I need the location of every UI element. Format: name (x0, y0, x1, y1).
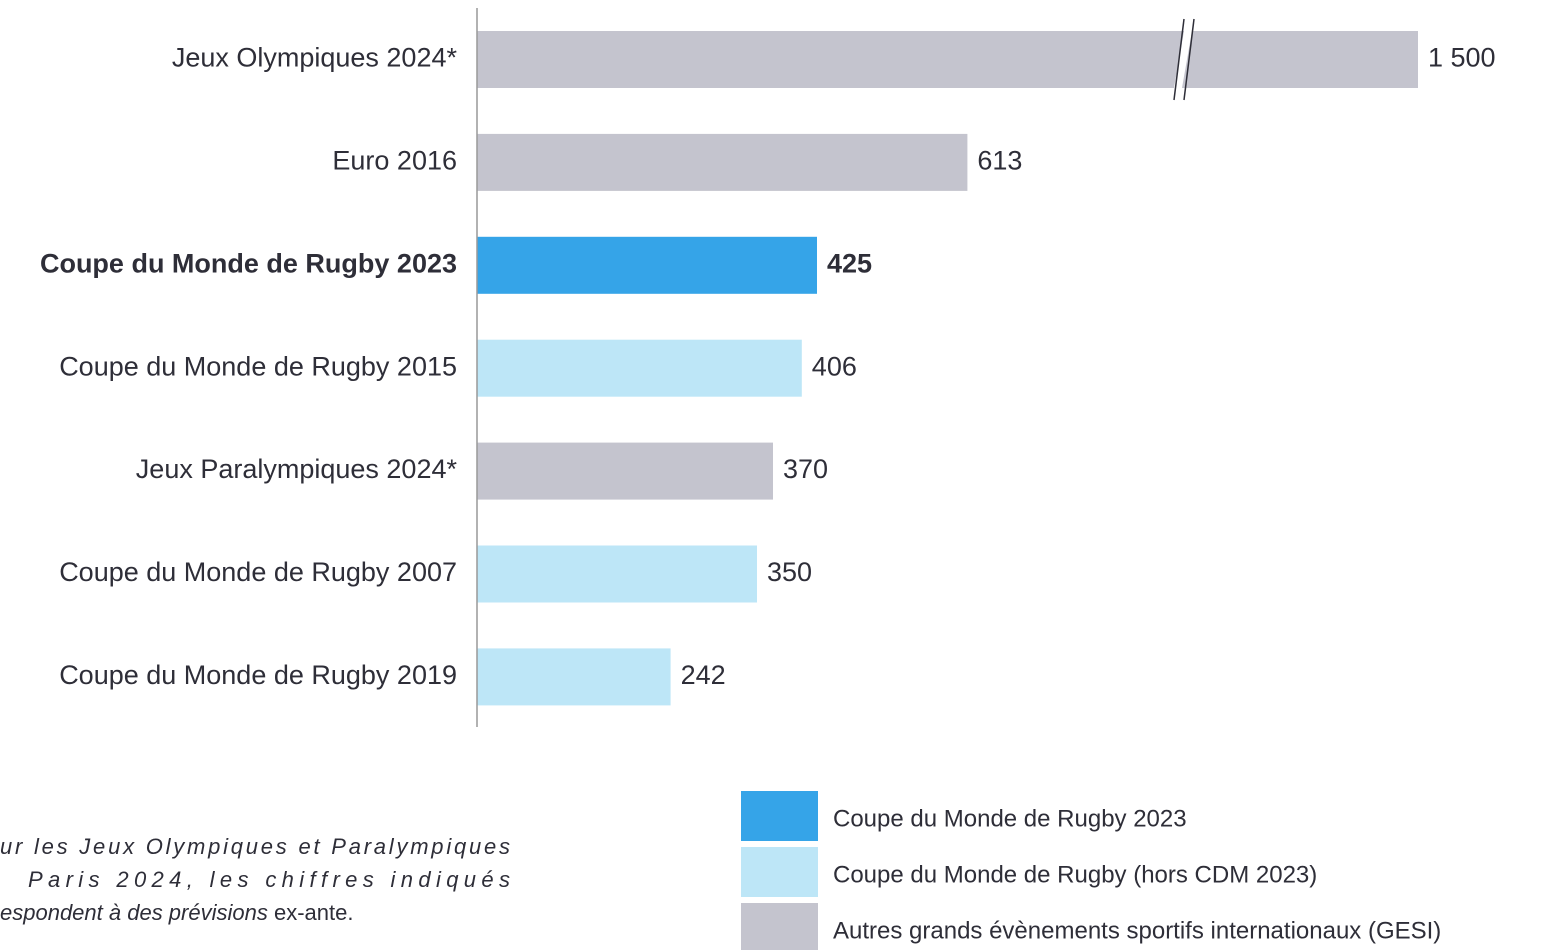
category-label: Coupe du Monde de Rugby 2007 (59, 557, 457, 587)
legend-swatch (741, 791, 818, 841)
bar (477, 133, 968, 191)
category-label: Coupe du Monde de Rugby 2019 (59, 660, 457, 690)
bar (477, 545, 757, 603)
value-label: 613 (977, 146, 1022, 176)
category-label: Euro 2016 (332, 146, 457, 176)
bar (477, 648, 671, 706)
axis-break-mark (1183, 18, 1195, 101)
footnote-line: Paris 2024, les chiffres indiqués (28, 867, 510, 892)
footnote-italic: espondent à des prévisions (0, 900, 268, 925)
legend-swatch (741, 847, 818, 897)
bar (477, 236, 817, 294)
value-label: 370 (783, 454, 828, 484)
bar (477, 339, 802, 397)
footnote-line: ur les Jeux Olympiques et Paralympiques (0, 834, 510, 859)
value-label: 406 (812, 351, 857, 381)
category-label: Coupe du Monde de Rugby 2023 (40, 248, 457, 278)
category-label: Coupe du Monde de Rugby 2015 (59, 351, 457, 381)
footnote-line: espondent à des prévisions ex-ante. (0, 900, 353, 925)
bar (477, 442, 773, 500)
legend-swatch (741, 903, 818, 950)
legend-label: Coupe du Monde de Rugby (hors CDM 2023) (833, 861, 1317, 888)
category-label: Jeux Paralympiques 2024* (136, 454, 458, 484)
footnote-normal: ex-ante. (274, 900, 354, 925)
value-label: 425 (827, 248, 872, 278)
value-label: 242 (681, 660, 726, 690)
legend-label: Autres grands évènements sportifs intern… (833, 917, 1441, 944)
legend-label: Coupe du Monde de Rugby 2023 (833, 805, 1187, 832)
value-label: 350 (767, 557, 812, 587)
axis-break-gap (1173, 29, 1193, 90)
axis-break-mark (1173, 18, 1185, 101)
category-label: Jeux Olympiques 2024* (172, 43, 458, 73)
value-label: 1 500 (1428, 43, 1496, 73)
bar (477, 31, 1418, 88)
